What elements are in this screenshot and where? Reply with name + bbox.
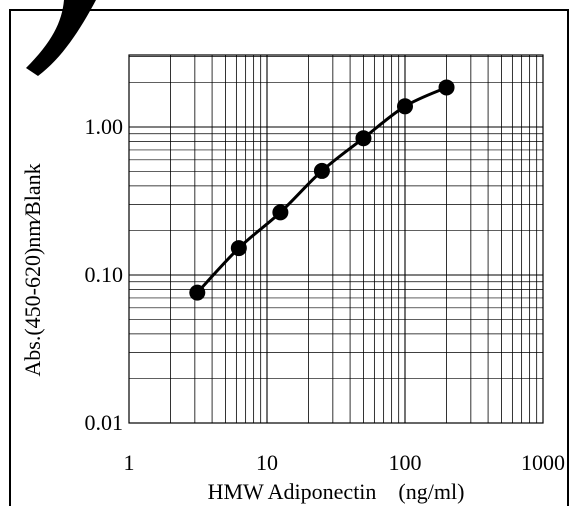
series bbox=[189, 79, 455, 301]
tick-labels: 1 10 100 1000 0.01 0.10 1.00 bbox=[85, 114, 566, 475]
data-point bbox=[438, 79, 455, 96]
y-axis-label: Abs.(450-620)nm∕Blank bbox=[20, 163, 45, 376]
data-point bbox=[313, 162, 330, 179]
x-tick-label: 100 bbox=[389, 450, 422, 475]
x-tick-label: 1000 bbox=[521, 450, 565, 475]
series-line bbox=[196, 86, 448, 294]
outer-border bbox=[9, 9, 569, 506]
x-axis-label: HMW Adiponectin (ng/ml) bbox=[208, 479, 465, 504]
y-tick-label: 0.01 bbox=[85, 410, 124, 435]
data-point bbox=[230, 240, 247, 257]
y-tick-label: 1.00 bbox=[85, 114, 124, 139]
grid bbox=[129, 55, 543, 423]
data-point bbox=[355, 130, 372, 147]
y-tick-label: 0.10 bbox=[85, 262, 124, 287]
data-point bbox=[189, 284, 206, 301]
x-tick-label: 10 bbox=[256, 450, 278, 475]
corner-decoration bbox=[0, 0, 96, 76]
x-tick-label: 1 bbox=[124, 450, 135, 475]
plot-area-border bbox=[128, 54, 544, 424]
data-point bbox=[397, 98, 413, 115]
data-point bbox=[272, 204, 289, 221]
